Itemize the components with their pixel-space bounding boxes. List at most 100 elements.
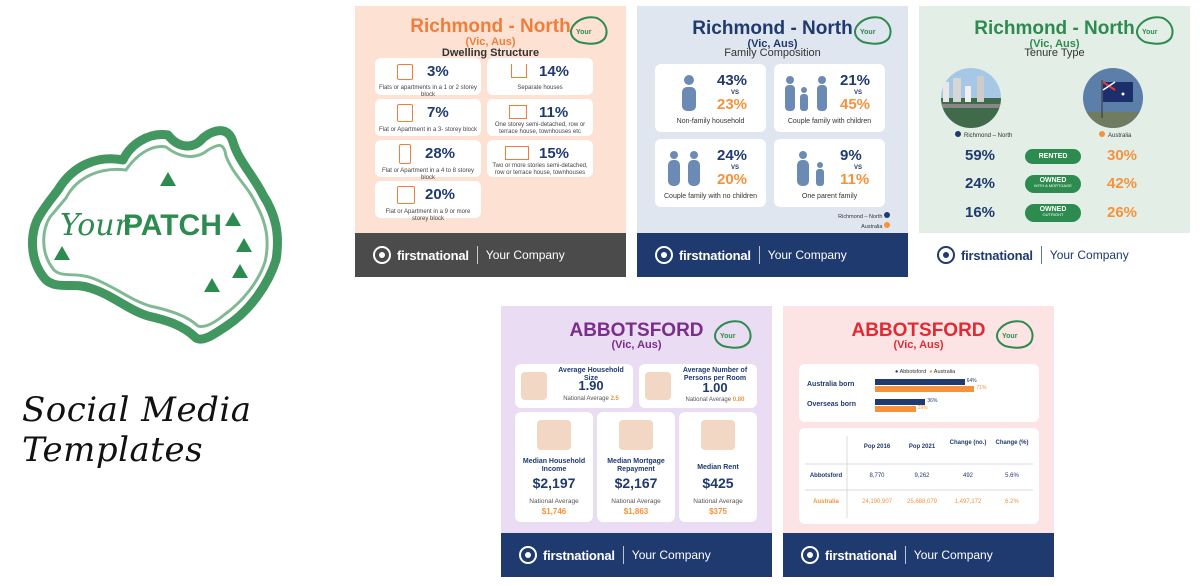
vs-label: VS	[731, 165, 740, 171]
firstnational-logo-icon	[937, 246, 955, 264]
stat-tile: 14% Separate houses	[487, 58, 593, 95]
footer-company: Your Company	[631, 548, 711, 562]
mini-yourpatch-logo-icon: Your	[854, 16, 892, 45]
stat-value: $2,197	[532, 475, 576, 491]
tenure-pill-label: OWNED	[1039, 206, 1067, 213]
card-topic: Dwelling Structure	[441, 47, 540, 59]
mini-yourpatch-logo-icon: Your	[570, 16, 608, 45]
svg-text:Your: Your	[720, 333, 736, 340]
household-illustration-icon	[521, 372, 547, 400]
table-row-label: Abbotsford	[809, 473, 843, 479]
national-average-label: National Average	[693, 498, 743, 505]
bar-area: 64% 71% 36% 29%	[875, 378, 1035, 419]
table-cell: 492	[962, 473, 973, 479]
table-header-cell: Change (%)	[995, 440, 1029, 446]
card-subtitle: (Vic, Aus)	[611, 339, 662, 351]
person-icon	[682, 75, 696, 111]
birthplace-chart: ● Abbotsford ● Australia Australia born …	[799, 364, 1039, 422]
svg-text:Your: Your	[576, 29, 592, 36]
footer-brand: firstnational	[825, 547, 897, 563]
stat-label: Flat or Apartment in a 4 to 8 storey blo…	[381, 168, 475, 182]
stat-label: Two or more stories semi-detached, row o…	[492, 163, 588, 177]
table-cell: 1,497,172	[954, 499, 982, 505]
dwelling-structure-card[interactable]: Richmond - North (Vic, Aus) Dwelling Str…	[355, 6, 626, 277]
stat-tile: Median Rent $425 National Average $375	[679, 412, 757, 522]
national-average-value: 2.5	[610, 396, 619, 402]
table-cell: 25,688,079	[906, 499, 938, 505]
bar-national	[875, 386, 975, 392]
stat-label: Median Rent	[697, 464, 739, 471]
card-title: ABBOTSFORD	[851, 320, 986, 341]
legend-local-label: Richmond – North	[964, 133, 1013, 139]
table-cell: 9,262	[914, 473, 930, 479]
tenure-pill-label: RENTED	[1038, 153, 1068, 160]
card-footer: firstnational Your Company	[501, 533, 772, 577]
footer-divider	[622, 546, 624, 564]
card-title: Richmond - North	[974, 18, 1135, 39]
footer-brand: firstnational	[679, 247, 751, 263]
chart-legend: ● Abbotsford ● Australia	[895, 369, 955, 375]
national-average-label: National Average	[563, 396, 609, 402]
stat-value: 11%	[539, 104, 569, 121]
legend-local-label: Richmond – North	[838, 214, 883, 220]
legend-national-swatch	[1099, 131, 1105, 137]
vs-label: VS	[854, 165, 863, 171]
family-label: Couple family with children	[787, 118, 872, 125]
tenure-type-card[interactable]: Richmond - North (Vic, Aus) Tenure Type …	[919, 6, 1190, 277]
high-rise-icon	[397, 186, 415, 204]
vs-label: VS	[731, 90, 740, 96]
tenure-pill-sublabel: WITH A MORTGAGE	[1034, 183, 1072, 188]
svg-text:Your: Your	[1142, 29, 1158, 36]
card-subtitle: (Vic, Aus)	[747, 38, 798, 50]
stat-value: 14%	[539, 63, 570, 80]
stat-tile: Average Number of Persons per Room 1.00 …	[639, 364, 757, 408]
tenure-local-value: 59%	[965, 147, 996, 164]
tenure-pill: RENTED	[1025, 149, 1081, 164]
house-icon	[511, 64, 527, 78]
footer-brand: firstnational	[961, 247, 1033, 263]
australia-outline-icon: Your PATCH	[27, 126, 282, 344]
stat-label: Average Household Size	[558, 367, 624, 382]
bar-local	[875, 399, 926, 405]
national-average-value: $1,746	[541, 507, 567, 516]
tenure-national-value: 42%	[1107, 175, 1138, 192]
firstnational-logo-icon	[655, 246, 673, 264]
stat-value: 28%	[425, 145, 456, 162]
stat-tile: 3% Flats or apartments in a 1 or 2 store…	[375, 58, 481, 98]
national-value: 11%	[840, 171, 870, 188]
national-value: 45%	[840, 96, 871, 113]
tenure-pill-sublabel: OUTRIGHT	[1042, 212, 1064, 217]
table-cell: 6.2%	[1005, 499, 1019, 505]
tenure-national-value: 30%	[1107, 147, 1138, 164]
tower-icon	[399, 144, 411, 164]
one-parent-icon	[797, 151, 824, 186]
tagline: Social Media Templates	[22, 390, 252, 470]
bar-local-value: 36%	[927, 398, 938, 404]
stat-value: 15%	[539, 145, 570, 162]
card-subtitle: (Vic, Aus)	[893, 339, 944, 351]
legend: Richmond – North Australia	[838, 212, 890, 233]
family-composition-card[interactable]: Richmond - North (Vic, Aus) Family Compo…	[637, 6, 908, 277]
household-stats-card[interactable]: ABBOTSFORD (Vic, Aus) Your Average House…	[501, 306, 772, 577]
table-cell: 8,770	[869, 473, 885, 479]
population-card[interactable]: ABBOTSFORD (Vic, Aus) Your ● Abbotsford …	[783, 306, 1054, 577]
table-row-label: Australia	[813, 499, 839, 505]
card-footer: firstnational Your Company	[355, 233, 626, 277]
building-icon	[397, 104, 413, 122]
footer-divider	[1040, 246, 1042, 264]
bar-national-value: 29%	[917, 405, 928, 411]
national-average: National Average 0.80	[675, 397, 755, 403]
bar-national-value: 71%	[976, 385, 987, 391]
legend-national-swatch: ●	[929, 369, 933, 375]
room-illustration-icon	[645, 372, 671, 400]
table-cell: 5.6%	[1005, 473, 1019, 479]
stat-value: 7%	[427, 104, 449, 121]
stat-label: Median Mortgage Repayment	[607, 458, 665, 473]
card-footer: firstnational Your Company	[637, 233, 908, 277]
family-label: One parent family	[801, 193, 858, 200]
table-header-cell: Change (no.)	[949, 440, 987, 446]
svg-text:Your: Your	[860, 29, 876, 36]
card-title: Richmond - North	[410, 16, 571, 37]
tenure-national-value: 26%	[1107, 204, 1138, 221]
stat-label: Flat or Apartment in a 3- storey block	[378, 127, 478, 133]
